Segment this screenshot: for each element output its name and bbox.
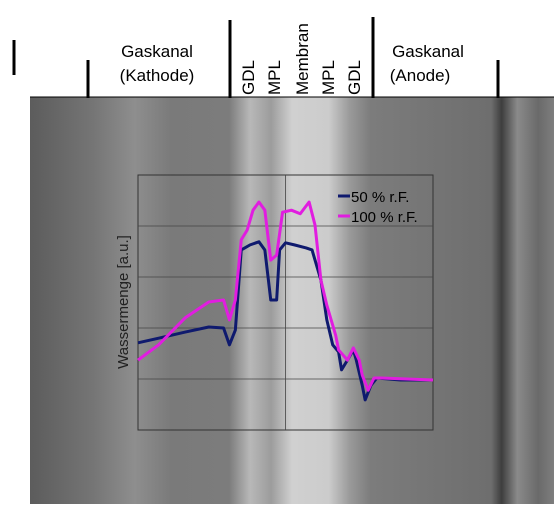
label: (Kathode)	[120, 66, 195, 85]
label: (Anode)	[390, 66, 450, 85]
legend-label: 100 % r.F.	[351, 209, 418, 226]
label: Gaskanal	[121, 42, 193, 61]
label: Membran	[293, 23, 312, 95]
label: Gaskanal	[392, 42, 464, 61]
y-axis-label: Wassermenge [a.u.]	[115, 235, 132, 369]
legend-label: 50 % r.F.	[351, 189, 409, 206]
label: GDL	[239, 60, 258, 95]
label: MPL	[319, 60, 338, 95]
background-image	[30, 97, 554, 504]
chart: Gaskanal (Kathode) GDL MPL Membran MPL G…	[0, 0, 554, 504]
label: MPL	[265, 60, 284, 95]
label: GDL	[345, 60, 364, 95]
